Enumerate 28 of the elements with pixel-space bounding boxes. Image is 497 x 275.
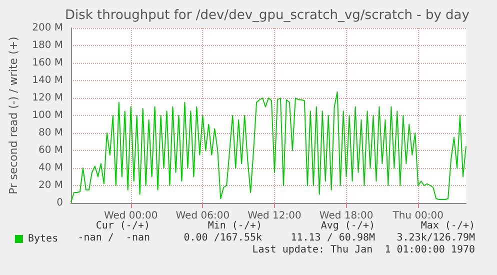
y-tick-label: 0 [56,198,63,208]
text: Last update: Thu Jan 1 01:00:00 1970 [252,244,476,256]
y-axis-title: Pr second read (-) / write (+) [7,36,20,194]
y-tick-label: 200 M [32,22,63,34]
text: Cur (-/+) [96,220,150,232]
x-tick-label: Wed 12:00 [248,210,302,222]
y-tick-label: 120 M [32,92,63,104]
text: Avg (-/+) [320,220,376,232]
y-tick-label: 40 M [38,162,63,174]
y-tick-label: 160 M [32,58,63,68]
text: 11.13 / 60.98M [290,232,376,244]
text: 3.23k/126.79M [396,232,476,244]
legend-label: Bytes [28,234,58,244]
x-tick-label: Wed 06:00 [176,210,230,222]
y-tick-label: 20 M [38,180,63,191]
text: 0.00 /167.55k [184,232,262,244]
x-tick-label: Wed 00:00 [104,210,158,222]
x-tick-label: Wed 18:00 [319,210,374,222]
x-tick-label: Thu 00:00 [392,210,444,222]
y-tick-label: 80 M [38,128,63,138]
y-tick-label: 100 M [32,110,63,121]
y-tick-label: 60 M [38,145,63,156]
y-tick-label: 180 M [32,40,63,51]
chart-title: Disk throughput for /dev/dev_gpu_scratch_vg/scratch - by day [65,8,470,23]
text: Min (-/+) [208,220,262,232]
text: Max (-/+) [420,220,476,232]
text: -nan / -nan [78,232,150,244]
y-tick-label: 140 M [32,75,63,86]
